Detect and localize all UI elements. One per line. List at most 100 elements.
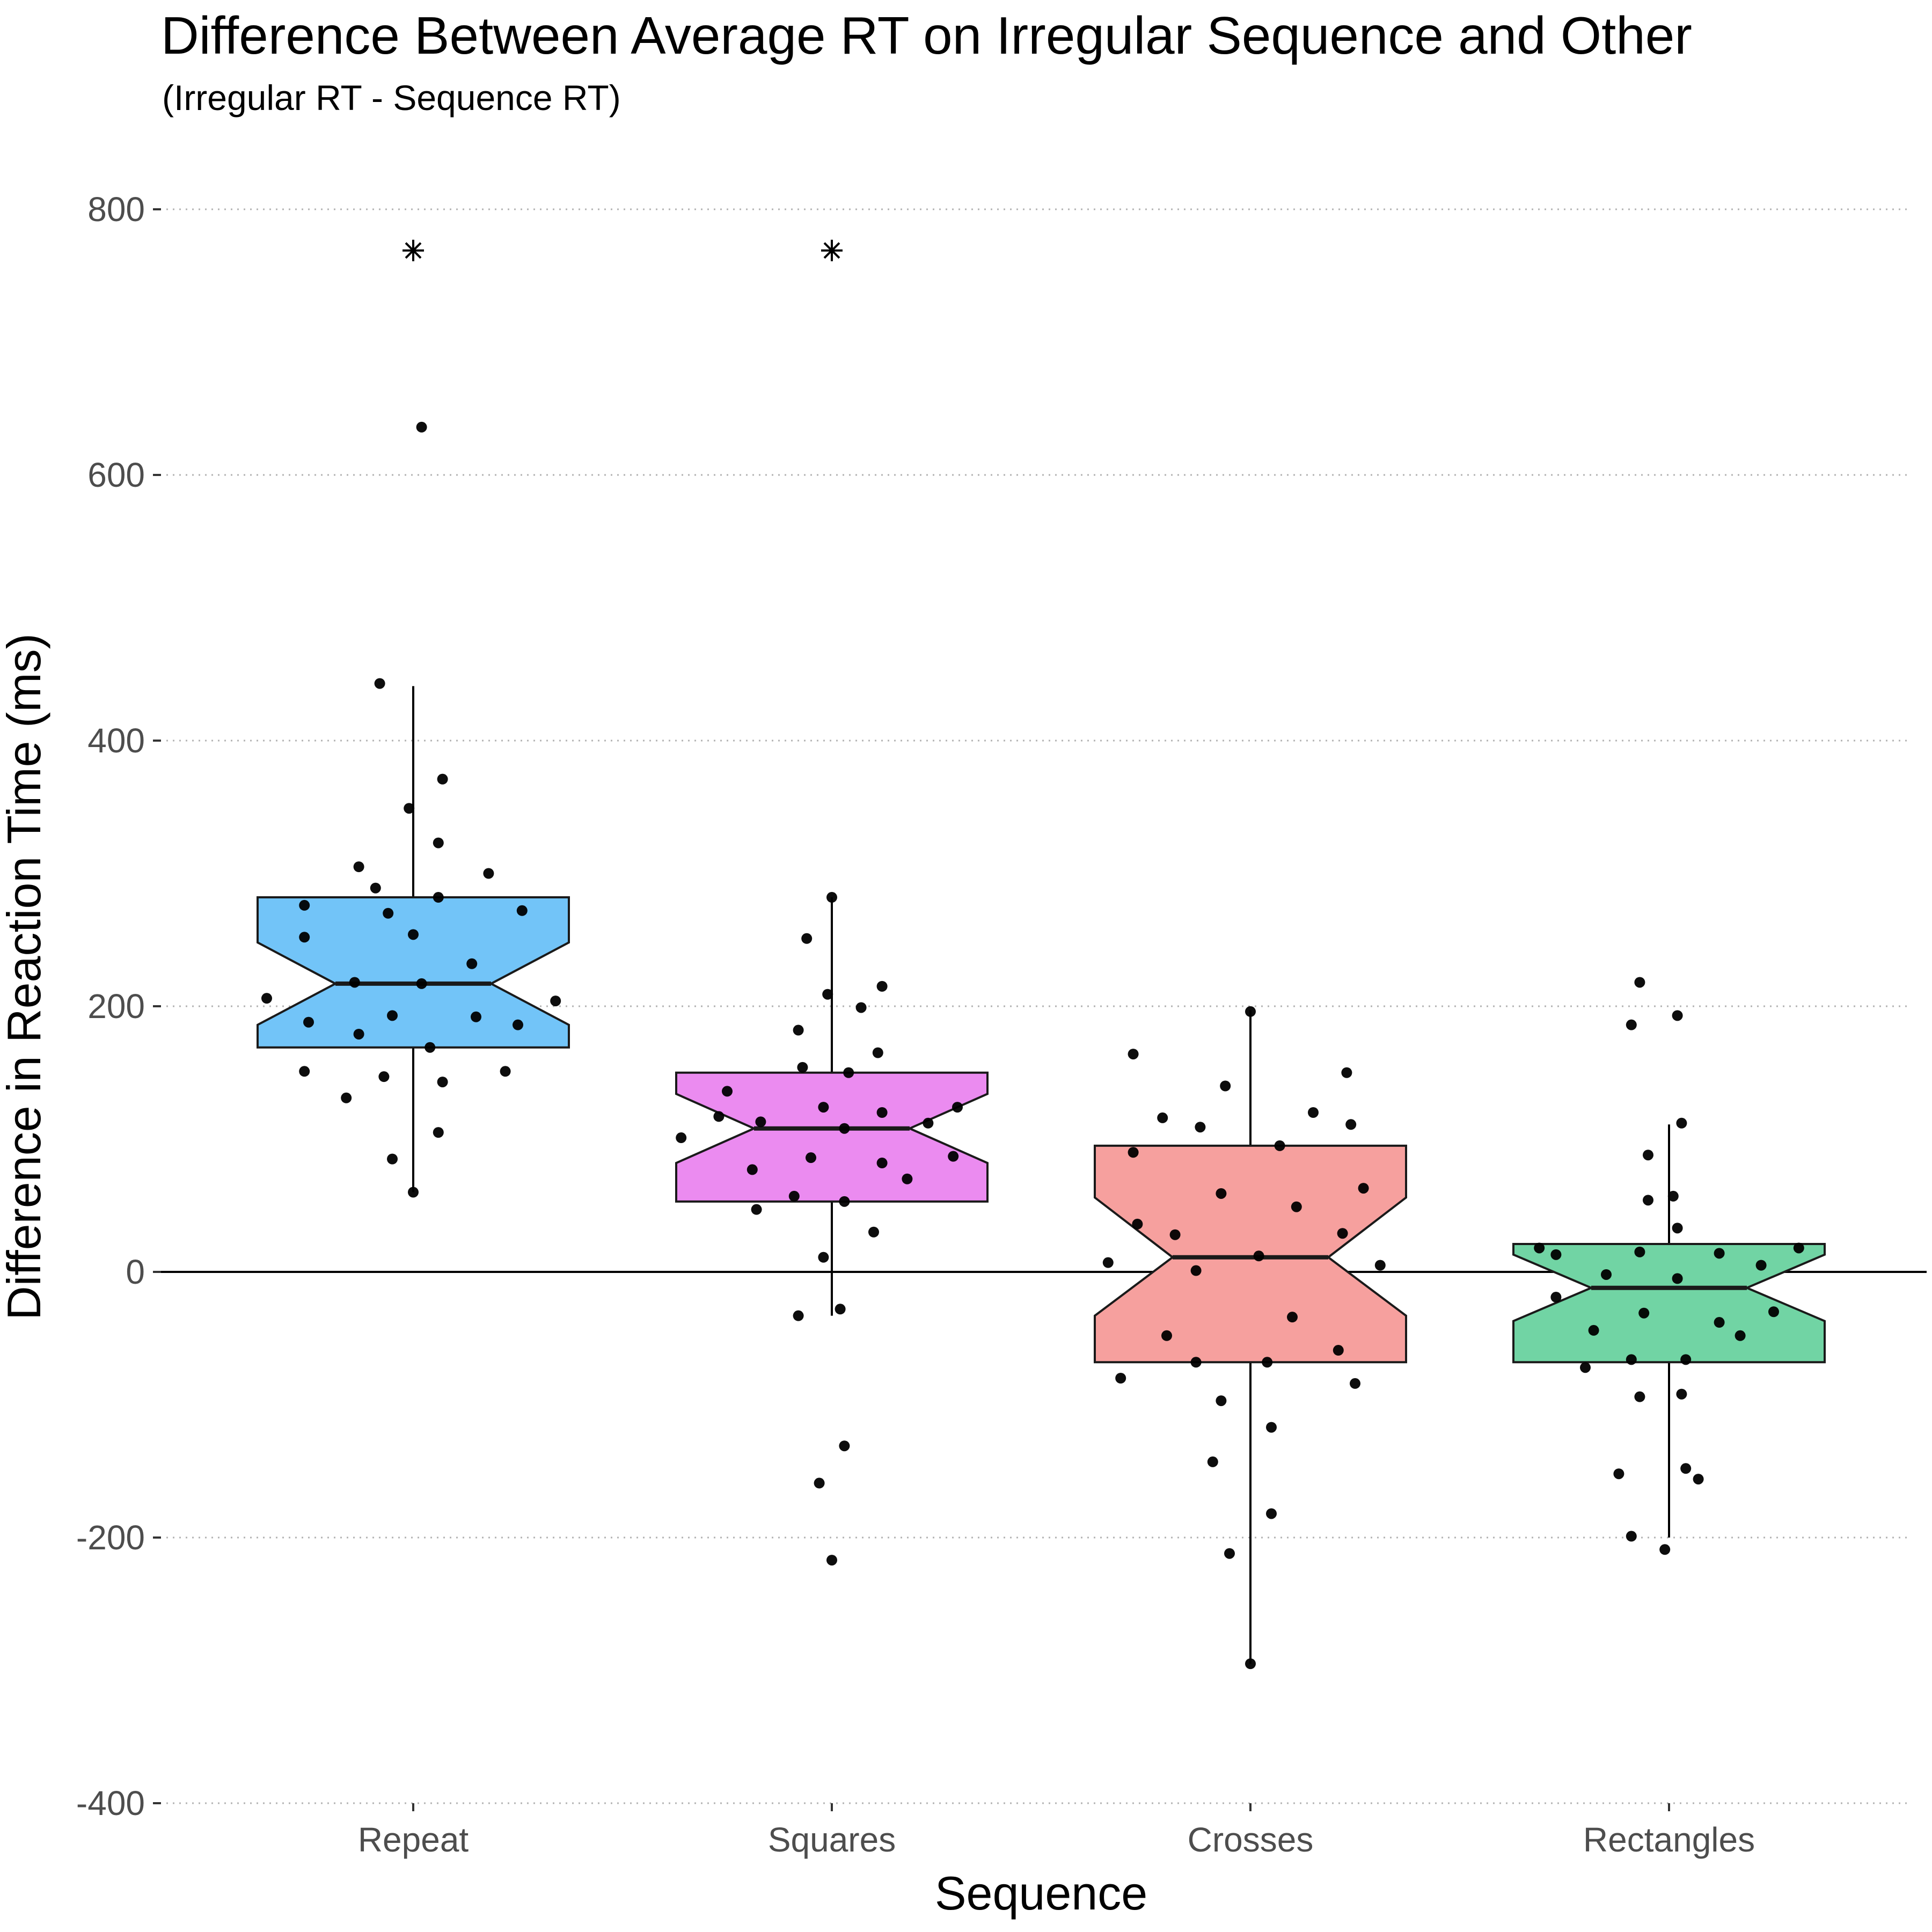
data-point — [839, 1196, 850, 1207]
data-point — [713, 1111, 724, 1122]
points-rectangles — [1534, 977, 1804, 1555]
notched-box — [1094, 1144, 1407, 1364]
data-point — [1157, 1112, 1168, 1123]
data-point — [1195, 1122, 1206, 1133]
data-point — [383, 908, 394, 919]
data-point — [1308, 1107, 1319, 1118]
data-point — [1643, 1150, 1653, 1161]
data-point — [818, 1102, 829, 1113]
notched-box — [257, 896, 570, 1049]
data-point — [822, 989, 833, 1000]
data-point — [1601, 1269, 1612, 1280]
data-point — [437, 773, 448, 785]
data-point — [952, 1102, 963, 1113]
data-point — [1714, 1248, 1725, 1259]
data-point — [1341, 1067, 1352, 1078]
data-point — [1638, 1307, 1650, 1319]
data-point — [814, 1477, 825, 1489]
data-point — [1115, 1373, 1126, 1384]
data-point — [1216, 1395, 1227, 1407]
x-tick-label: Repeat — [358, 1820, 469, 1859]
data-point — [261, 993, 272, 1004]
data-point — [1659, 1544, 1671, 1555]
data-point — [1755, 1260, 1767, 1271]
data-point — [1169, 1229, 1181, 1240]
points-crosses — [1102, 1006, 1386, 1670]
data-point — [1676, 1388, 1687, 1400]
data-point — [1190, 1265, 1202, 1276]
data-point — [793, 1310, 804, 1321]
data-point — [1190, 1357, 1202, 1368]
data-point — [437, 1077, 448, 1088]
data-point — [516, 905, 528, 916]
data-point — [1672, 1273, 1683, 1284]
y-tick-label: 0 — [126, 1253, 145, 1291]
data-point — [1680, 1463, 1692, 1474]
data-point — [797, 1062, 808, 1073]
data-point — [500, 1066, 511, 1077]
data-point — [1667, 1190, 1679, 1202]
data-point — [349, 977, 360, 988]
chart-title: Difference Between Average RT on Irregul… — [161, 6, 1692, 65]
data-points — [261, 421, 1804, 1670]
data-point — [747, 1164, 758, 1175]
data-point — [299, 932, 310, 943]
data-point — [1768, 1306, 1779, 1318]
data-point — [1672, 1010, 1683, 1021]
data-point — [1693, 1474, 1704, 1485]
data-point — [370, 882, 381, 894]
data-point — [1291, 1201, 1302, 1212]
data-point — [1262, 1357, 1273, 1368]
data-point — [1274, 1140, 1285, 1151]
data-point — [1358, 1183, 1369, 1194]
data-point — [1128, 1049, 1139, 1060]
chart-subtitle: (Irregular RT - Sequence RT) — [162, 78, 621, 118]
data-point — [1534, 1242, 1545, 1254]
data-point — [1580, 1362, 1591, 1373]
data-point — [1680, 1354, 1692, 1365]
points-repeat — [261, 421, 561, 1198]
data-point — [876, 980, 888, 992]
asterisk-marker — [821, 239, 843, 261]
y-tick-label: 200 — [87, 987, 145, 1026]
data-point — [1350, 1378, 1360, 1389]
data-point — [341, 1092, 352, 1103]
data-point — [1634, 1391, 1645, 1402]
y-axis-ticks: 800 600 400 200 0 -200 -400 — [76, 190, 161, 1823]
data-point — [1266, 1508, 1277, 1519]
data-point — [818, 1252, 829, 1263]
data-point — [1634, 1246, 1645, 1257]
data-point — [855, 1002, 867, 1013]
data-point — [550, 996, 561, 1007]
data-point — [1793, 1242, 1804, 1254]
data-point — [1132, 1218, 1143, 1230]
data-point — [483, 868, 494, 879]
data-point — [839, 1123, 850, 1134]
data-point — [353, 861, 364, 873]
asterisk-stroke — [823, 242, 840, 259]
data-point — [1128, 1147, 1139, 1158]
data-point — [751, 1204, 762, 1215]
data-point — [948, 1151, 959, 1162]
data-point — [303, 1016, 314, 1028]
data-point — [1550, 1292, 1562, 1303]
data-point — [408, 929, 419, 940]
points-squares — [676, 892, 963, 1566]
data-point — [872, 1047, 883, 1058]
data-point — [1216, 1188, 1227, 1199]
data-point — [471, 1011, 481, 1022]
data-point — [1224, 1548, 1235, 1559]
data-point — [374, 678, 385, 689]
data-point — [868, 1226, 879, 1238]
data-point — [387, 1010, 398, 1021]
data-point — [1207, 1456, 1218, 1467]
x-tick-label: Rectangles — [1583, 1820, 1755, 1859]
box-squares — [675, 239, 989, 1316]
data-point — [1287, 1312, 1298, 1323]
y-tick-label: -400 — [76, 1784, 145, 1823]
data-point — [676, 1132, 687, 1144]
box-rectangles — [1512, 1124, 1826, 1538]
data-point — [433, 892, 444, 903]
data-point — [1613, 1468, 1624, 1480]
data-point — [1676, 1117, 1687, 1129]
